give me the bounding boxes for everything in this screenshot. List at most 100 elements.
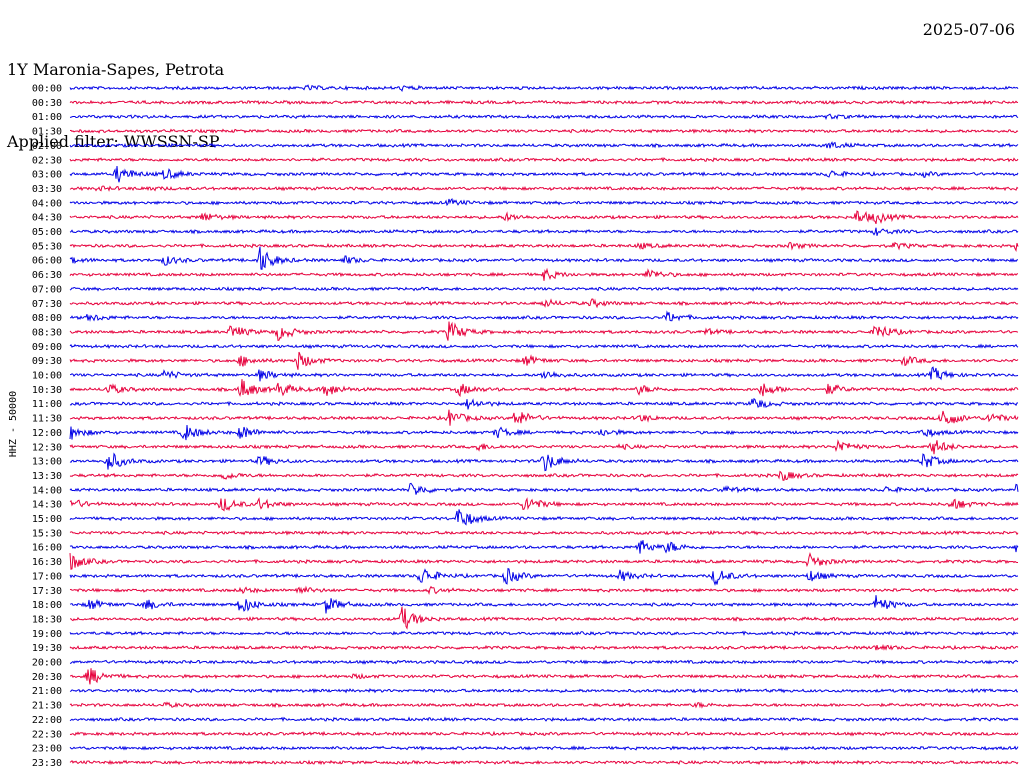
row-time-label: 10:00 — [32, 371, 62, 382]
station-title: 1Y Maronia-Sapes, Petrota — [7, 60, 225, 79]
row-time-label: 00:30 — [32, 98, 62, 109]
row-time-label: 17:30 — [32, 586, 62, 597]
row-time-label: 02:00 — [32, 141, 62, 152]
seismogram-trace — [69, 745, 1019, 751]
seismogram-trace — [69, 567, 1019, 586]
row-time-label: 01:00 — [32, 112, 62, 123]
seismogram-trace — [69, 166, 1019, 183]
row-time-label: 03:30 — [32, 184, 62, 195]
row-time-label: 03:00 — [32, 170, 62, 181]
row-time-label: 04:30 — [32, 213, 62, 224]
row-time-label: 15:00 — [32, 514, 62, 525]
seismogram-trace — [69, 470, 1019, 481]
seismogram-trace — [69, 409, 1019, 426]
seismogram-trace — [69, 227, 1019, 236]
row-time-label: 00:00 — [32, 84, 62, 95]
seismogram-trace — [69, 551, 1019, 570]
seismogram-trace — [69, 286, 1019, 292]
row-time-label: 07:30 — [32, 299, 62, 310]
seismogram-trace — [69, 687, 1019, 694]
seismogram-trace — [69, 439, 1019, 455]
seismogram-trace — [69, 267, 1019, 281]
row-time-label: 18:00 — [32, 600, 62, 611]
seismogram-trace — [69, 659, 1019, 665]
row-time-label: 05:00 — [32, 227, 62, 238]
seismogram-trace — [69, 198, 1019, 207]
seismogram-trace — [69, 343, 1019, 350]
seismogram-trace — [69, 113, 1019, 121]
row-time-label: 13:30 — [32, 471, 62, 482]
seismogram-trace — [69, 310, 1019, 322]
seismogram-trace — [69, 156, 1019, 163]
row-time-label: 13:00 — [32, 457, 62, 468]
row-time-label: 07:00 — [32, 284, 62, 295]
row-time-label: 10:30 — [32, 385, 62, 396]
row-time-label: 17:00 — [32, 571, 62, 582]
row-time-label: 19:30 — [32, 643, 62, 654]
seismogram-trace — [69, 585, 1019, 595]
seismogram-trace — [69, 321, 1019, 341]
row-time-label: 09:30 — [32, 356, 62, 367]
seismogram-trace — [69, 298, 1019, 309]
seismogram-trace — [69, 606, 1019, 630]
seismogram-trace — [69, 210, 1019, 225]
row-time-label: 04:00 — [32, 198, 62, 209]
row-time-label: 22:00 — [32, 715, 62, 726]
row-time-label: 01:30 — [32, 127, 62, 138]
seismogram-trace — [69, 595, 1019, 614]
seismogram-trace — [69, 397, 1019, 410]
row-time-label: 22:30 — [32, 729, 62, 740]
row-time-label: 06:00 — [32, 256, 62, 267]
seismogram-trace — [69, 128, 1019, 134]
seismogram-trace — [69, 84, 1019, 93]
seismogram-trace — [69, 530, 1019, 536]
seismogram-trace — [69, 379, 1019, 398]
seismogram-trace — [69, 452, 1019, 472]
seismogram-trace — [69, 540, 1019, 554]
seismogram-trace — [69, 701, 1019, 709]
seismogram-trace — [69, 759, 1019, 766]
seismogram-trace — [69, 351, 1019, 370]
row-time-label: 09:00 — [32, 342, 62, 353]
row-time-label: 16:00 — [32, 543, 62, 554]
row-time-label: 23:30 — [32, 758, 62, 769]
row-time-label: 05:30 — [32, 241, 62, 252]
row-time-label: 20:00 — [32, 658, 62, 669]
row-time-label: 06:30 — [32, 270, 62, 281]
row-time-label: 20:30 — [32, 672, 62, 683]
seismogram-trace — [69, 730, 1019, 737]
seismogram-trace — [69, 643, 1019, 651]
row-time-label: 14:00 — [32, 485, 62, 496]
row-time-label: 08:30 — [32, 327, 62, 338]
seismogram-trace — [69, 241, 1019, 252]
row-time-label: 15:30 — [32, 528, 62, 539]
seismogram-trace — [69, 497, 1019, 512]
row-time-label: 21:30 — [32, 701, 62, 712]
seismogram-trace — [69, 668, 1019, 685]
seismogram-trace — [69, 246, 1019, 270]
seismogram-trace — [69, 630, 1019, 637]
row-time-label: 23:00 — [32, 744, 62, 755]
seismogram-trace — [69, 366, 1019, 382]
row-time-label: 14:30 — [32, 500, 62, 511]
seismogram-trace — [69, 141, 1019, 149]
filter-label: Applied filter: WWSSN-SP — [7, 132, 220, 151]
row-time-label: 19:00 — [32, 629, 62, 640]
channel-axis-label: HHZ - 50000 — [8, 391, 19, 457]
seismogram-trace — [69, 716, 1019, 723]
seismogram-trace — [69, 425, 1019, 441]
row-time-label: 12:00 — [32, 428, 62, 439]
row-time-label: 18:30 — [32, 614, 62, 625]
date-label: 2025-07-06 — [922, 20, 1015, 39]
row-time-label: 16:30 — [32, 557, 62, 568]
row-time-label: 21:00 — [32, 686, 62, 697]
station-header: 1Y Maronia-Sapes, Petrota Applied filter… — [7, 20, 224, 172]
seismogram-trace — [69, 185, 1019, 192]
row-time-label: 12:30 — [32, 442, 62, 453]
seismogram-trace — [69, 99, 1019, 106]
seismogram-trace — [69, 509, 1019, 526]
seismogram-trace — [69, 482, 1019, 495]
row-time-label: 11:00 — [32, 399, 62, 410]
row-time-label: 11:30 — [32, 414, 62, 425]
